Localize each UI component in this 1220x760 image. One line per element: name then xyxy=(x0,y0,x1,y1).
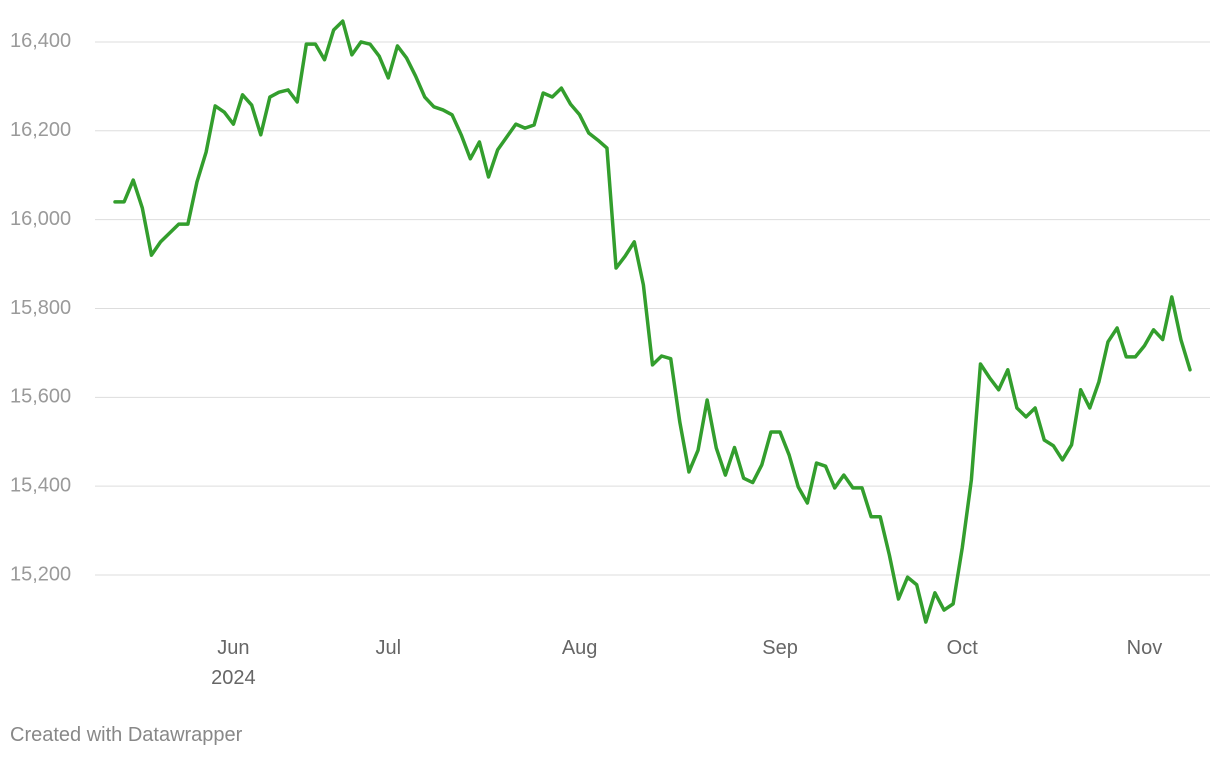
y-tick-label: 15,600 xyxy=(10,386,71,408)
y-tick-label: 16,400 xyxy=(10,30,71,52)
y-tick-label: 15,200 xyxy=(10,563,71,585)
x-tick-label: Jun 2024 xyxy=(211,637,256,689)
x-tick-label: Aug xyxy=(561,637,598,659)
y-tick-label: 15,800 xyxy=(10,297,71,319)
y-tick-label: 16,000 xyxy=(10,208,71,230)
y-tick-label: 15,400 xyxy=(10,474,71,496)
x-tick-label: Jul xyxy=(375,637,402,659)
x-tick-label: Nov xyxy=(1126,637,1163,659)
x-tick-label: Oct xyxy=(946,637,978,659)
x-tick-label: Sep xyxy=(762,637,798,659)
footer: Created with Datawrapper xyxy=(10,724,243,746)
line xyxy=(113,19,1192,624)
y-tick-label: 16,200 xyxy=(10,119,71,141)
